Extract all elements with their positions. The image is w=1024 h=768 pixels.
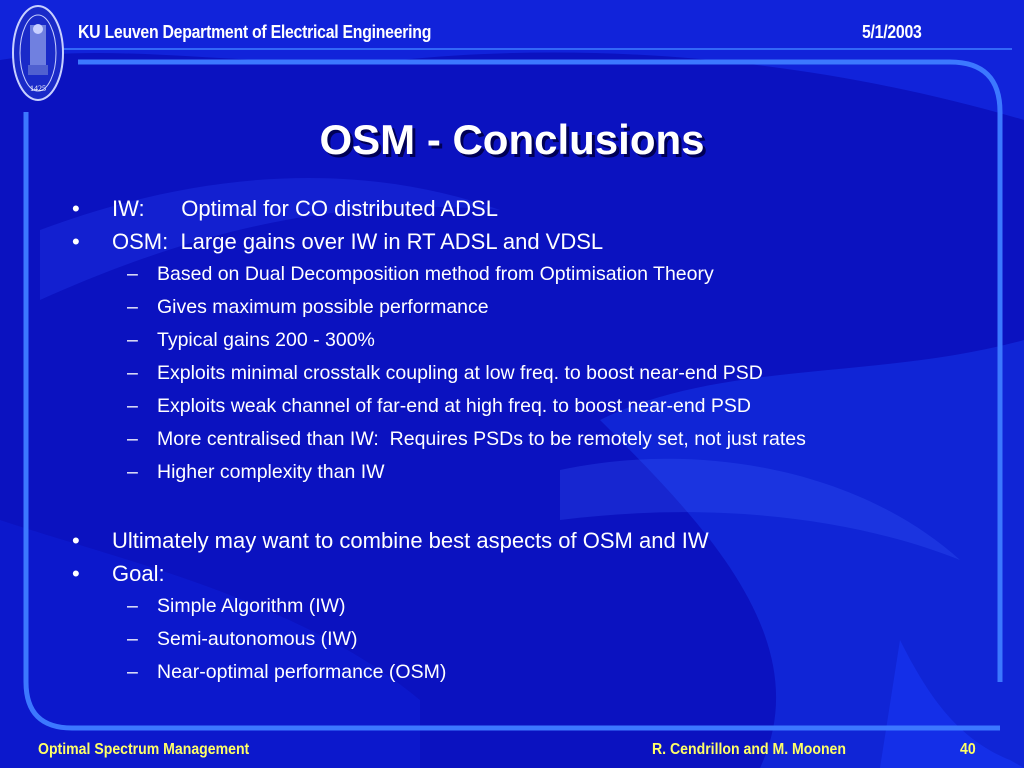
dash-icon: – [127, 329, 138, 351]
footer-page-number: 40 [960, 741, 976, 758]
sub-bullet-text: Semi-autonomous (IW) [157, 628, 358, 650]
sub-bullet-text: Simple Algorithm (IW) [157, 595, 346, 617]
sub-bullet-item: – Near-optimal performance (OSM) [72, 656, 972, 689]
dash-icon: – [127, 661, 138, 683]
dash-icon: – [127, 263, 138, 285]
dash-icon: – [127, 395, 138, 417]
spacer [72, 489, 972, 524]
sub-bullet-text: Exploits weak channel of far-end at high… [157, 395, 752, 417]
sub-bullet-item: – Higher complexity than IW [72, 456, 972, 489]
bullet-item: • Ultimately may want to combine best asp… [72, 524, 972, 557]
footer-authors: R. Cendrillon and M. Moonen [652, 741, 846, 758]
bullet-dot-icon: • [72, 528, 80, 553]
sub-bullet-item: – Simple Algorithm (IW) [72, 590, 972, 623]
footer-presentation-title: Optimal Spectrum Management [38, 741, 250, 758]
bullet-dot-icon: • [72, 561, 80, 586]
dash-icon: – [127, 595, 138, 617]
ku-leuven-seal-logo: 1425 [12, 5, 64, 101]
sub-bullet-text: Based on Dual Decomposition method from … [157, 263, 714, 285]
sub-bullet-item: – Typical gains 200 - 300% [72, 324, 972, 357]
sub-bullet-text: Higher complexity than IW [157, 461, 385, 483]
sub-bullet-item: – Semi-autonomous (IW) [72, 623, 972, 656]
dash-icon: – [127, 296, 138, 318]
dash-icon: – [127, 461, 138, 483]
sub-bullet-item: – Exploits weak channel of far-end at hig… [72, 390, 972, 423]
sub-bullet-item: – More centralised than IW: Requires PSDs… [72, 423, 972, 456]
dash-icon: – [127, 362, 138, 384]
bullet-dot-icon: • [72, 196, 80, 221]
bullet-text: IW: Optimal for CO distributed ADSL [112, 196, 498, 221]
bullet-text: Ultimately may want to combine best aspe… [112, 528, 709, 553]
sub-bullet-text: More centralised than IW: Requires PSDs … [157, 428, 806, 450]
header-institution: KU Leuven Department of Electrical Engin… [78, 22, 432, 42]
bullet-item: • IW: Optimal for CO distributed ADSL [72, 192, 972, 225]
sub-bullet-text: Gives maximum possible performance [157, 296, 489, 318]
sub-bullet-item: – Based on Dual Decomposition method from… [72, 258, 972, 291]
bullet-item: • Goal: [72, 557, 972, 590]
bullet-item: • OSM: Large gains over IW in RT ADSL and… [72, 225, 972, 258]
bullet-text: OSM: Large gains over IW in RT ADSL and … [112, 229, 604, 254]
bullet-text: Goal: [112, 561, 165, 586]
seal-year-text: 1425 [30, 84, 46, 93]
sub-bullet-text: Exploits minimal crosstalk coupling at l… [157, 362, 763, 384]
sub-bullet-item: – Gives maximum possible performance [72, 291, 972, 324]
dash-icon: – [127, 428, 138, 450]
sub-bullet-text: Typical gains 200 - 300% [157, 329, 375, 351]
sub-bullet-text: Near-optimal performance (OSM) [157, 661, 447, 683]
bullet-dot-icon: • [72, 229, 80, 254]
slide-title: OSM - Conclusions [319, 116, 705, 163]
slide-content: • IW: Optimal for CO distributed ADSL • OS… [72, 192, 972, 689]
header-date: 5/1/2003 [862, 22, 922, 42]
dash-icon: – [127, 628, 138, 650]
sub-bullet-item: – Exploits minimal crosstalk coupling at … [72, 357, 972, 390]
